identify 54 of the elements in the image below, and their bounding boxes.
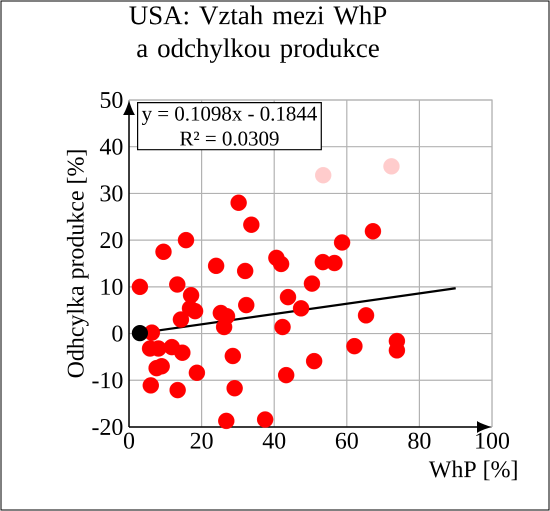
point xyxy=(326,254,343,272)
x-tick-label: 0 xyxy=(124,432,134,449)
point xyxy=(280,288,296,306)
point xyxy=(172,311,190,328)
point xyxy=(315,166,332,184)
point xyxy=(236,262,254,280)
point xyxy=(188,364,206,381)
point xyxy=(218,412,234,430)
x-tick-label: 20 xyxy=(190,432,213,449)
point xyxy=(334,234,350,251)
point xyxy=(272,256,290,272)
point xyxy=(186,302,204,320)
annotation: R² = 0.0309 xyxy=(180,132,279,146)
y-tick-label: 10 xyxy=(102,278,122,295)
point xyxy=(216,318,232,336)
y-tick-label: 20 xyxy=(100,232,122,248)
y-tick-label: 40 xyxy=(100,138,122,155)
point xyxy=(346,338,363,354)
point xyxy=(178,232,194,248)
point xyxy=(230,194,247,211)
point xyxy=(132,324,148,342)
y-tick-label: 50 xyxy=(100,92,122,108)
point xyxy=(142,377,159,394)
point xyxy=(306,352,322,370)
point xyxy=(208,258,224,274)
point xyxy=(238,296,254,314)
y-tick-label: -20 xyxy=(92,418,122,436)
point xyxy=(278,366,294,384)
y-tick-label: 0 xyxy=(112,325,122,342)
point xyxy=(358,307,374,324)
point xyxy=(364,223,382,240)
x-tick-label: 40 xyxy=(262,432,286,449)
point xyxy=(226,380,243,396)
point xyxy=(155,244,172,260)
x-tick-label: 100 xyxy=(476,432,510,449)
point xyxy=(256,411,274,428)
x-axis-title: WhP [%] xyxy=(428,460,517,480)
x-tick-label: 80 xyxy=(408,432,430,449)
point xyxy=(132,278,148,296)
point xyxy=(224,348,242,364)
y-axis-title: Odhcylka produkce [%] xyxy=(66,150,89,378)
x-tick-label: 60 xyxy=(336,432,358,449)
y-tick-label: -10 xyxy=(92,372,122,388)
point xyxy=(383,158,400,175)
point xyxy=(304,275,320,292)
point xyxy=(243,216,260,233)
point xyxy=(292,300,310,317)
point xyxy=(174,344,191,361)
point xyxy=(169,276,186,293)
annotation: y = 0.1098x - 0.1844 xyxy=(142,106,317,126)
chart-title: USA: Vztah mezi WhP a odchylkou produkce xyxy=(129,6,386,63)
point xyxy=(169,382,186,398)
y-tick-label: 30 xyxy=(100,185,122,202)
point xyxy=(274,318,291,336)
